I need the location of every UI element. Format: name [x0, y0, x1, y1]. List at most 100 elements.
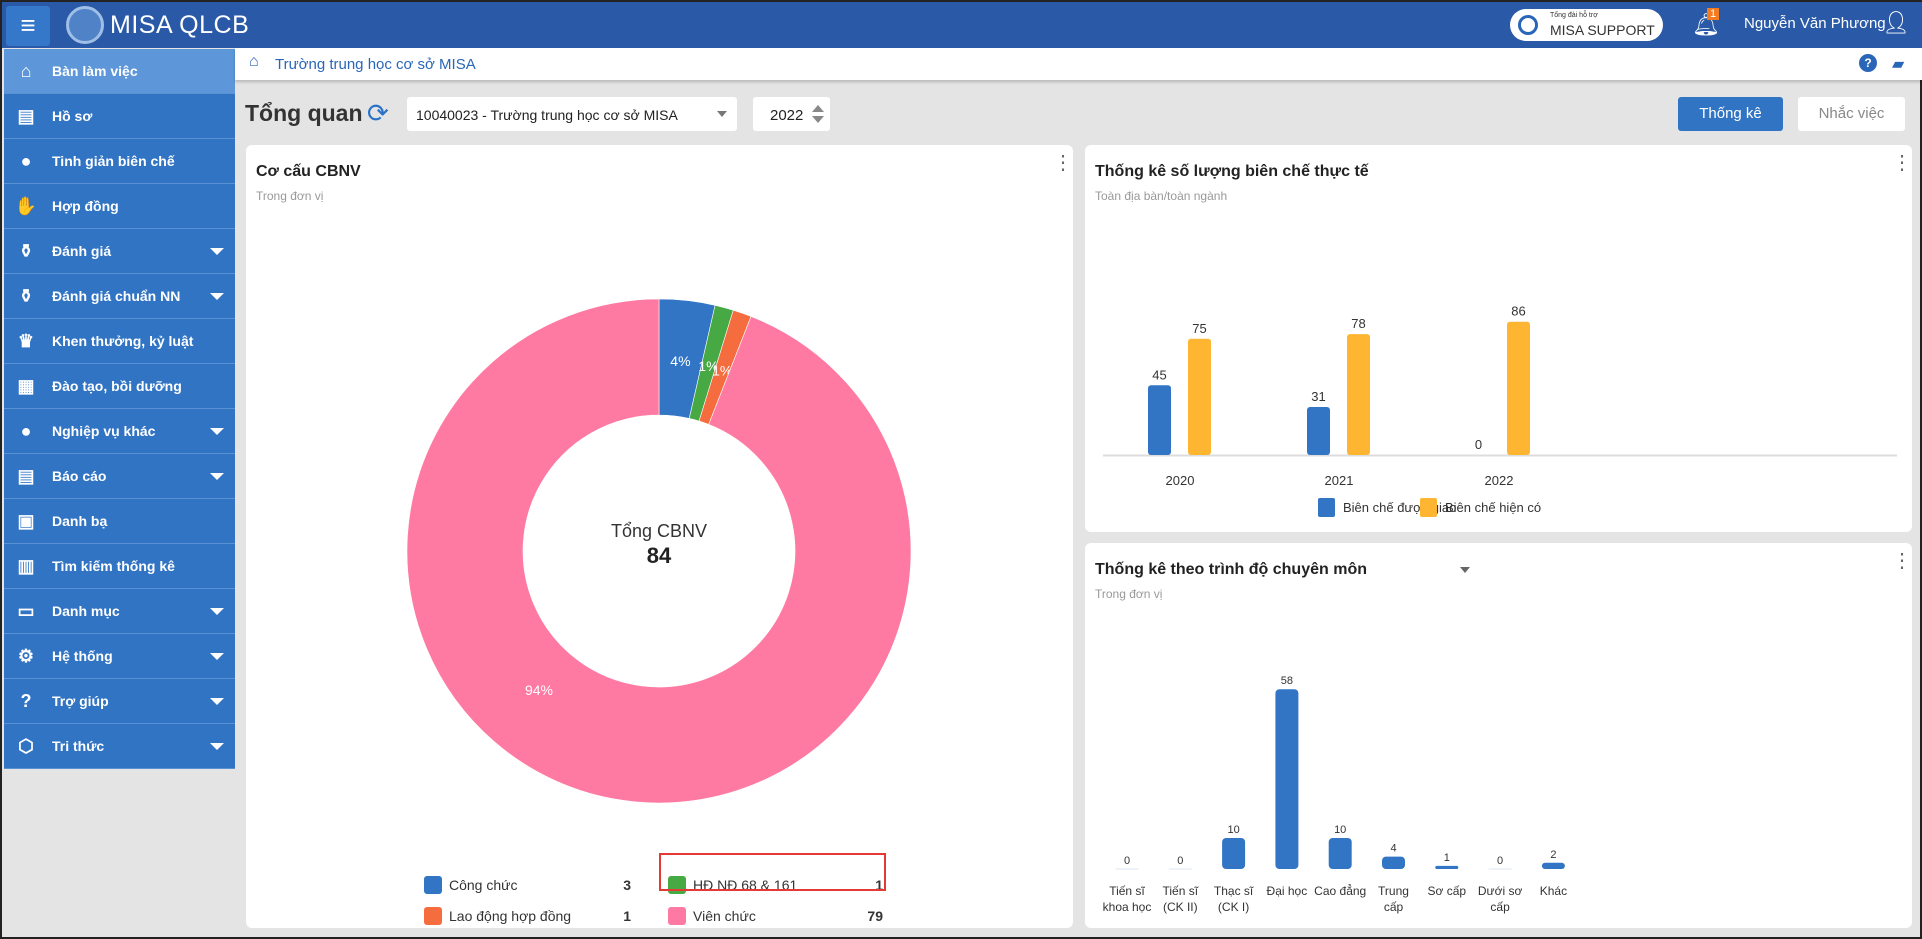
donut-center-value: 84 — [647, 543, 672, 568]
donut-center-label: Tổng CBNV — [611, 521, 707, 541]
book-icon: ▭ — [17, 601, 35, 621]
question-icon: ? — [20, 691, 32, 711]
bar[interactable] — [1188, 338, 1211, 455]
bar-value-label: 45 — [1152, 367, 1166, 382]
help-icon[interactable]: ? — [1859, 54, 1877, 72]
sidebar-item-label: Đánh giá — [52, 243, 112, 259]
bar[interactable] — [1382, 856, 1405, 869]
user-icon[interactable]: 👤︎ — [1882, 10, 1910, 35]
home-icon[interactable]: ⌂ — [249, 53, 259, 70]
phone-icon — [1518, 15, 1538, 35]
bar[interactable] — [1435, 865, 1459, 869]
donut-slice[interactable] — [406, 298, 912, 804]
legend-label[interactable]: Biên chế được giao — [1343, 500, 1456, 515]
chevron-down-icon[interactable] — [210, 473, 224, 480]
year-stepper[interactable]: 2022 — [753, 97, 830, 131]
sidebar-item[interactable]: ● Nghiệp vụ khác — [4, 409, 235, 454]
stepper-down-icon[interactable] — [812, 116, 824, 123]
sidebar-item[interactable]: ⬡ Tri thức — [4, 724, 235, 769]
home-icon: ⌂ — [20, 61, 32, 81]
bar[interactable] — [1222, 838, 1246, 869]
legend-value: 1 — [623, 908, 631, 924]
sidebar-item[interactable]: ● Tinh giản biên chế — [4, 139, 235, 184]
x-tick-label: 2022 — [1485, 473, 1514, 488]
gear-icon: ⚙ — [17, 646, 35, 666]
x-tick-label: Thạc sĩ — [1214, 884, 1254, 898]
hamburger-menu-button[interactable]: ≡ — [6, 6, 50, 46]
dropdown-caret-icon[interactable] — [1460, 567, 1470, 573]
chevron-down-icon[interactable] — [210, 293, 224, 300]
x-tick-label: Tiến sĩ — [1109, 884, 1145, 898]
legend-label: Công chức — [449, 877, 518, 893]
bar[interactable] — [1148, 385, 1171, 455]
sidebar-item[interactable]: ▣ Danh bạ — [4, 499, 235, 544]
x-tick-label: cấp — [1490, 900, 1510, 914]
sidebar-item-label: Bàn làm việc — [52, 63, 138, 79]
chevron-down-icon[interactable] — [210, 698, 224, 705]
breadcrumb: ⌂ Trường trung học cơ sở MISA ? ▰ — [235, 48, 1922, 80]
sidebar-item[interactable]: ⚱ Đánh giá — [4, 229, 235, 274]
reminder-button[interactable]: Nhắc việc — [1798, 97, 1905, 131]
x-tick-label: 2021 — [1325, 473, 1354, 488]
sidebar-item[interactable]: ♛ Khen thưởng, kỷ luật — [4, 319, 235, 364]
sidebar-item-label: Đào tạo, bồi dưỡng — [52, 378, 182, 394]
slice-percent-label: 4% — [670, 353, 690, 369]
support-button[interactable]: Tổng đài hỗ trợ MISA SUPPORT — [1510, 9, 1663, 41]
breadcrumb-item[interactable]: Trường trung học cơ sở MISA — [275, 56, 476, 73]
sidebar-item[interactable]: ▭ Danh mục — [4, 589, 235, 634]
statistics-button[interactable]: Thống kê — [1678, 97, 1783, 131]
bar[interactable] — [1507, 321, 1530, 455]
chevron-down-icon[interactable] — [210, 653, 224, 660]
caret-down-icon — [717, 111, 727, 117]
x-tick-label: (CK I) — [1218, 900, 1249, 914]
bar-value-label: 0 — [1177, 855, 1183, 867]
stepper-up-icon[interactable] — [812, 105, 824, 112]
sidebar-item[interactable]: ▥ Tìm kiếm thống kê — [4, 544, 235, 589]
x-tick-label: Tiến sĩ — [1163, 884, 1199, 898]
notification-badge: 1 — [1707, 8, 1720, 20]
unit-select[interactable]: 10040023 - Trường trung học cơ sở MISA — [407, 97, 737, 131]
legend-swatch — [668, 907, 686, 925]
bar-value-label: 0 — [1475, 437, 1482, 452]
bar[interactable] — [1307, 406, 1330, 455]
refresh-icon[interactable]: ⟳ — [367, 98, 389, 128]
chevron-down-icon[interactable] — [210, 743, 224, 750]
sidebar-item[interactable]: ? Trợ giúp — [4, 679, 235, 724]
slice-percent-label: 94% — [525, 682, 553, 698]
slice-percent-label: 1% — [712, 362, 732, 378]
legend-swatch — [424, 907, 442, 925]
bar[interactable] — [1541, 862, 1565, 869]
sidebar-item[interactable]: ⚱ Đánh giá chuẩn NN — [4, 274, 235, 319]
sidebar-item-label: Trợ giúp — [52, 693, 109, 709]
sidebar-item-label: Tìm kiếm thống kê — [52, 558, 175, 574]
bar-value-label: 75 — [1192, 321, 1206, 336]
chevron-down-icon[interactable] — [210, 248, 224, 255]
bar[interactable] — [1275, 689, 1299, 869]
sidebar-item-label: Tinh giản biên chế — [52, 153, 175, 169]
sidebar-item-label: Hồ sơ — [52, 108, 93, 124]
card-title: Thống kê số lượng biên chế thực tế — [1095, 163, 1369, 180]
sidebar-item[interactable]: ⌂ Bàn làm việc — [4, 49, 235, 94]
chevron-down-icon[interactable] — [210, 608, 224, 615]
bar-value-label: 4 — [1390, 843, 1396, 855]
x-tick-label: khoa học — [1103, 900, 1152, 914]
sidebar-item-label: Khen thưởng, kỷ luật — [52, 333, 194, 349]
legend-swatch — [1420, 498, 1437, 517]
bar-value-label: 78 — [1351, 316, 1365, 331]
sidebar-item-label: Hệ thống — [52, 648, 113, 664]
bar[interactable] — [1328, 838, 1352, 869]
sidebar-item[interactable]: ▤ Hồ sơ — [4, 94, 235, 139]
sidebar-item[interactable]: ▦ Đào tạo, bồi dưỡng — [4, 364, 235, 409]
chevron-down-icon[interactable] — [210, 428, 224, 435]
chat-icon[interactable]: ▰ — [1892, 56, 1905, 73]
sidebar-item[interactable]: ✋ Hợp đồng — [4, 184, 235, 229]
handshake-icon: ✋ — [14, 196, 38, 216]
user-name[interactable]: Nguyễn Văn Phương — [1744, 15, 1886, 32]
bar[interactable] — [1347, 334, 1370, 455]
legend-label[interactable]: Biên chế hiện có — [1445, 500, 1541, 515]
sidebar-item[interactable]: ⚙ Hệ thống — [4, 634, 235, 679]
sidebar-item[interactable]: ▤ Báo cáo — [4, 454, 235, 499]
bar-value-label: 10 — [1334, 824, 1346, 836]
slice-percent-label: 1% — [698, 358, 718, 374]
